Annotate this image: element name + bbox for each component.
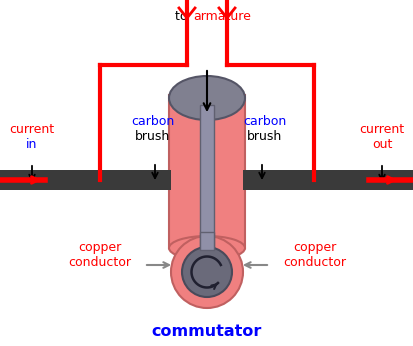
Bar — [199, 232, 214, 250]
Text: conductor: conductor — [68, 255, 131, 268]
Bar — [242, 170, 264, 190]
Text: commutator: commutator — [152, 325, 261, 339]
Bar — [0, 170, 166, 190]
Text: in: in — [26, 138, 38, 152]
Bar — [169, 95, 244, 248]
Text: out: out — [371, 138, 391, 152]
Bar — [199, 105, 214, 263]
Text: carbon: carbon — [131, 116, 174, 128]
Text: copper: copper — [293, 242, 336, 255]
Text: conductor: conductor — [283, 255, 346, 268]
Text: current: current — [9, 124, 55, 137]
Text: brush: brush — [247, 130, 282, 144]
Bar — [149, 170, 171, 190]
Text: copper: copper — [78, 242, 121, 255]
Circle shape — [182, 247, 231, 297]
Text: carbon: carbon — [243, 116, 286, 128]
Bar — [247, 170, 413, 190]
Text: brush: brush — [135, 130, 170, 144]
Text: armature: armature — [192, 10, 250, 24]
Circle shape — [171, 236, 242, 308]
Ellipse shape — [169, 76, 244, 120]
Text: current: current — [358, 124, 404, 137]
Text: to: to — [175, 10, 192, 24]
Ellipse shape — [169, 236, 244, 260]
